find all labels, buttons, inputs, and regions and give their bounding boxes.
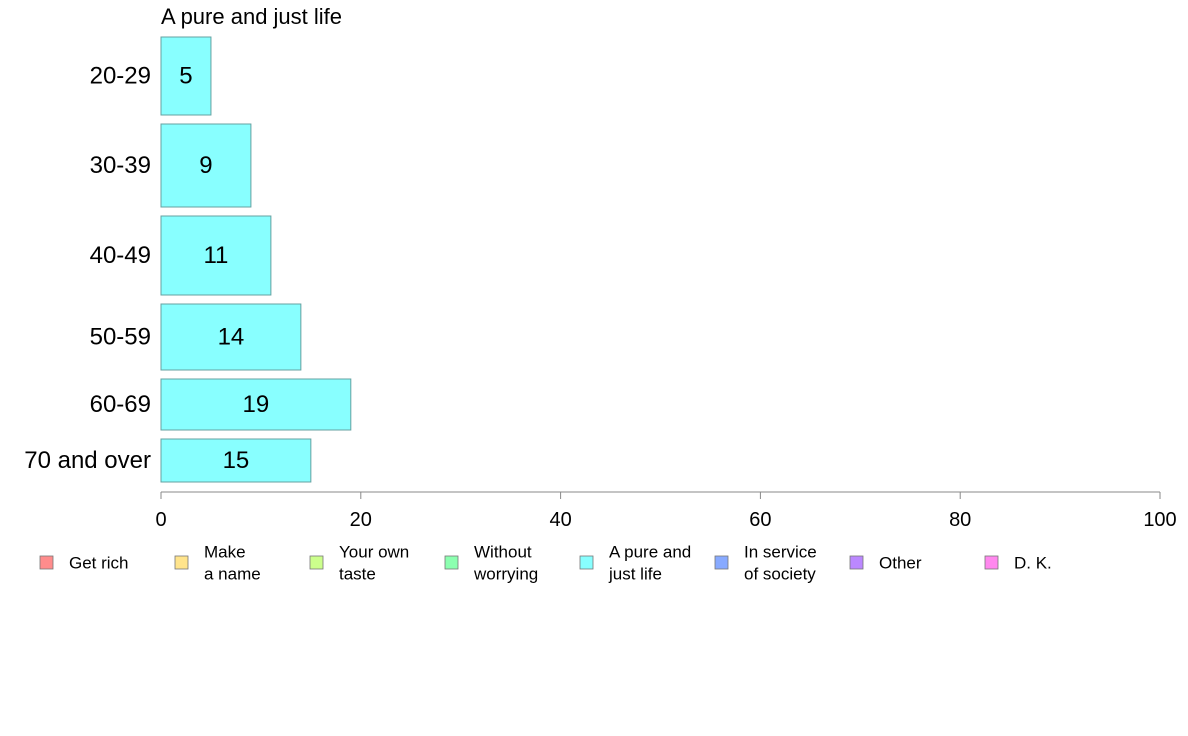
legend-swatch	[984, 555, 999, 570]
legend-label: Your own taste	[339, 543, 409, 584]
legend-swatch	[174, 555, 189, 570]
data-label: 19	[243, 391, 270, 418]
data-label: 14	[218, 324, 245, 351]
legend-swatch	[444, 555, 459, 570]
bar	[160, 378, 352, 431]
x-tick-label: 40	[549, 509, 571, 531]
category-label: 40-49	[90, 242, 151, 269]
bars-group: 20-29 5 30-39 9 40-49 11 50-59 14 60-69 19 70 and …	[24, 36, 352, 483]
legend-label: A pure and just life	[608, 543, 691, 584]
bar	[160, 438, 312, 483]
category-label: 50-59	[90, 324, 151, 351]
legend-label: In service of society	[744, 543, 817, 584]
legend-label: Without worrying	[473, 543, 538, 584]
legend-swatch	[39, 555, 54, 570]
data-label: 11	[203, 242, 228, 269]
legend-swatch	[849, 555, 864, 570]
legend-label: Other	[879, 554, 922, 573]
x-tick-label: 80	[949, 509, 971, 531]
category-label: 60-69	[90, 391, 151, 418]
x-axis: 0 20 40 60 80 100	[155, 491, 1177, 531]
legend-swatch	[309, 555, 324, 570]
bar	[160, 36, 212, 116]
category-label: 20-29	[90, 63, 151, 90]
x-tick-label: 100	[1143, 509, 1176, 531]
legend: Get rich Make a name Your own taste Without wo…	[39, 543, 1052, 584]
legend-label: D. K.	[1014, 554, 1052, 573]
bar	[160, 123, 252, 208]
x-tick-label: 60	[749, 509, 771, 531]
x-tick-label: 20	[350, 509, 372, 531]
legend-label: Make a name	[204, 543, 261, 584]
bar	[160, 303, 302, 371]
category-label: 70 and over	[24, 447, 151, 474]
legend-label: Get rich	[69, 554, 129, 573]
legend-swatch	[714, 555, 729, 570]
data-label: 15	[223, 447, 250, 474]
bar	[160, 215, 272, 296]
chart-title: A pure and just life	[161, 4, 342, 29]
data-label: 5	[179, 63, 192, 90]
category-label: 30-39	[90, 152, 151, 179]
x-tick-label: 0	[155, 509, 166, 531]
data-label: 9	[199, 152, 212, 179]
legend-swatch	[579, 555, 594, 570]
